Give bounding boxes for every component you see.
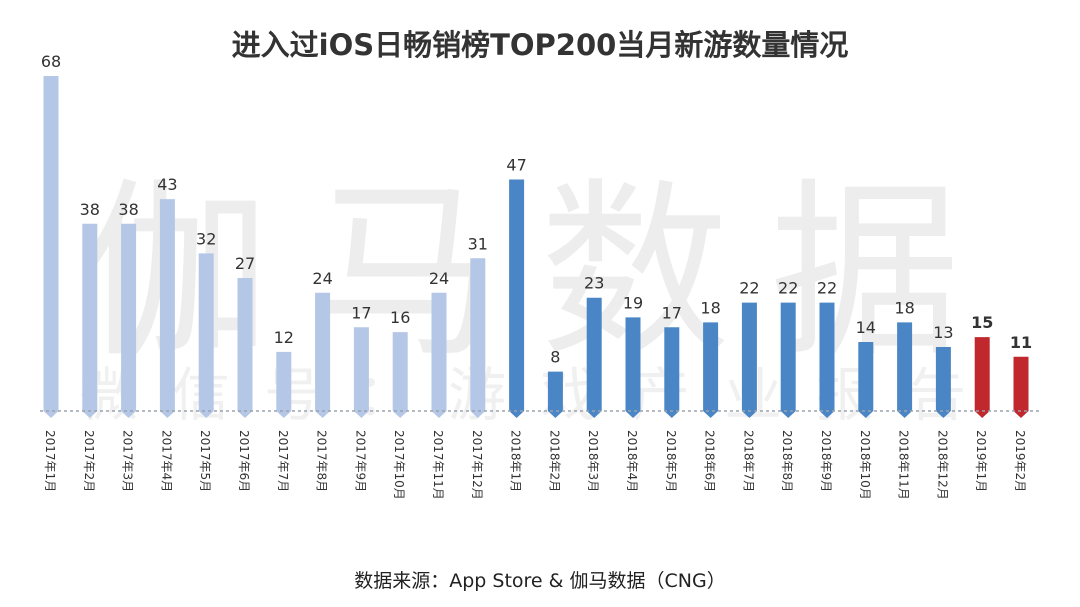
value-label-4: 43: [157, 175, 177, 194]
source-note: 数据来源：App Store & 伽马数据（CNG）: [354, 570, 726, 592]
x-tick-label-12: 2017年12月: [470, 430, 484, 500]
bar-22: [858, 342, 874, 418]
x-tick-label-17: 2018年5月: [664, 430, 678, 492]
bar-13: [509, 179, 525, 418]
bar-17: [664, 327, 680, 418]
x-tick-label-13: 2018年1月: [509, 430, 523, 492]
value-label-14: 8: [550, 348, 560, 367]
value-label-8: 24: [312, 269, 332, 288]
x-tick-label-18: 2018年6月: [703, 430, 717, 492]
bar-8: [315, 292, 331, 418]
value-label-13: 47: [506, 155, 526, 174]
bar-19: [741, 302, 757, 418]
bar-15: [586, 297, 602, 418]
x-tick-label-6: 2017年6月: [237, 430, 251, 492]
x-tick-label-24: 2018年12月: [935, 430, 949, 500]
x-tick-label-25: 2019年1月: [974, 430, 988, 492]
x-tick-label-7: 2017年7月: [276, 430, 290, 492]
bar-4: [159, 199, 175, 418]
bar-7: [276, 351, 292, 418]
value-label-3: 38: [118, 200, 138, 219]
bar-10: [392, 332, 408, 418]
value-label-22: 14: [856, 318, 876, 337]
bar-21: [819, 302, 835, 418]
bar-25: [974, 337, 990, 418]
bar-20: [780, 302, 796, 418]
bar-5: [198, 253, 214, 418]
value-label-5: 32: [196, 229, 216, 248]
x-tick-label-8: 2017年8月: [315, 430, 329, 492]
x-tick-label-23: 2018年11月: [897, 430, 911, 500]
x-tick-label-26: 2019年2月: [1013, 430, 1027, 492]
labels-layer: 68 2017年1月 38 2017年2月 38 2017年3月 43 2017年4月 32 20…: [41, 52, 1032, 500]
x-tick-label-21: 2018年9月: [819, 430, 833, 492]
value-label-18: 18: [700, 298, 720, 317]
value-label-17: 17: [662, 303, 682, 322]
bar-11: [431, 292, 447, 418]
x-tick-label-5: 2017年5月: [198, 430, 212, 492]
value-label-16: 19: [623, 293, 643, 312]
bar-1: [43, 76, 59, 418]
value-label-9: 17: [351, 303, 371, 322]
bar-9: [353, 327, 369, 418]
value-label-15: 23: [584, 274, 604, 293]
x-tick-label-2: 2017年2月: [82, 430, 96, 492]
bar-3: [121, 223, 137, 418]
value-label-11: 24: [429, 269, 449, 288]
value-label-7: 12: [274, 328, 294, 347]
x-tick-label-4: 2017年4月: [159, 430, 173, 492]
value-label-25: 15: [971, 313, 993, 332]
x-tick-label-22: 2018年10月: [858, 430, 872, 500]
bar-2: [82, 223, 98, 418]
value-label-10: 16: [390, 308, 410, 327]
x-tick-label-20: 2018年8月: [780, 430, 794, 492]
bar-16: [625, 317, 641, 418]
value-label-20: 22: [778, 279, 798, 298]
value-label-6: 27: [235, 254, 255, 273]
value-label-1: 68: [41, 52, 61, 71]
value-label-19: 22: [739, 279, 759, 298]
bar-6: [237, 277, 253, 418]
bar-26: [1013, 356, 1029, 418]
x-tick-label-11: 2017年11月: [431, 430, 445, 500]
bar-18: [703, 322, 719, 418]
chart-title: 进入过iOS日畅销榜TOP200当月新游数量情况: [231, 28, 849, 62]
x-tick-label-19: 2018年7月: [741, 430, 755, 492]
value-label-23: 18: [894, 298, 914, 317]
x-tick-label-3: 2017年3月: [121, 430, 135, 492]
value-label-2: 38: [80, 200, 100, 219]
x-tick-label-1: 2017年1月: [43, 430, 57, 492]
bars-layer: [43, 76, 1029, 418]
bar-23: [897, 322, 913, 418]
value-label-21: 22: [817, 279, 837, 298]
value-label-12: 31: [468, 234, 488, 253]
bar-14: [547, 371, 563, 418]
x-tick-label-15: 2018年3月: [586, 430, 600, 492]
x-tick-label-10: 2017年10月: [392, 430, 406, 500]
x-tick-label-9: 2017年9月: [353, 430, 367, 492]
bar-24: [935, 346, 951, 418]
value-label-26: 11: [1010, 333, 1032, 352]
bar-12: [470, 258, 486, 418]
value-label-24: 13: [933, 323, 953, 342]
x-tick-label-14: 2018年2月: [547, 430, 561, 492]
x-tick-label-16: 2018年4月: [625, 430, 639, 492]
